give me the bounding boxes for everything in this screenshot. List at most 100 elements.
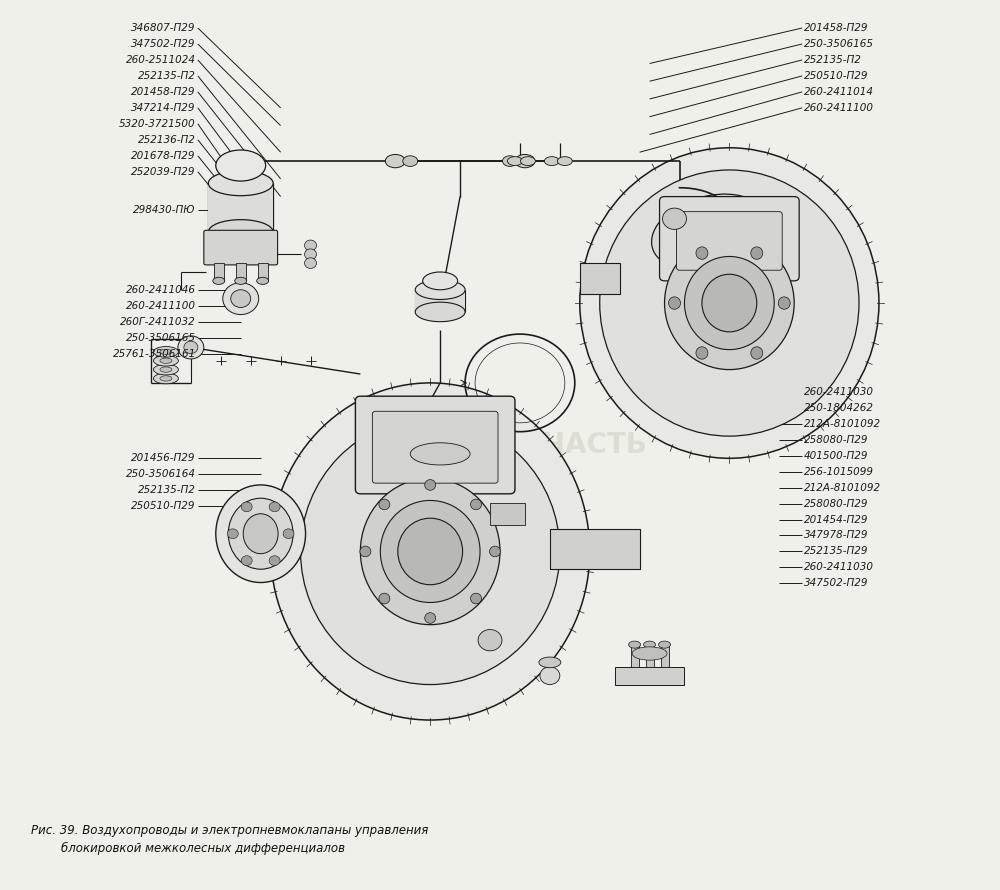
Ellipse shape (403, 156, 418, 166)
Text: 260-2411030: 260-2411030 (804, 562, 874, 572)
FancyBboxPatch shape (355, 396, 515, 494)
Text: 250-1804262: 250-1804262 (804, 403, 874, 413)
Ellipse shape (423, 272, 458, 290)
Bar (214, 263, 224, 281)
Circle shape (540, 667, 560, 684)
Ellipse shape (301, 418, 560, 684)
Text: 347214-П29: 347214-П29 (131, 103, 196, 113)
Text: 252135-П2: 252135-П2 (138, 71, 196, 81)
Ellipse shape (544, 157, 559, 166)
Text: 252135-П2: 252135-П2 (138, 485, 196, 495)
Ellipse shape (153, 346, 178, 357)
Circle shape (178, 336, 204, 359)
Text: 401500-П29: 401500-П29 (804, 450, 869, 461)
Ellipse shape (398, 518, 463, 585)
Ellipse shape (160, 349, 172, 354)
Text: 260-2411046: 260-2411046 (126, 285, 196, 295)
Ellipse shape (696, 347, 708, 360)
Ellipse shape (751, 347, 763, 360)
Circle shape (269, 555, 280, 565)
Circle shape (241, 555, 252, 565)
FancyBboxPatch shape (660, 197, 799, 281)
Text: АЛЬФА-ЗАПЧАСТЬ: АЛЬФА-ЗАПЧАСТЬ (353, 431, 647, 459)
Text: Рис. 39. Воздухопроводы и электропневмоклапаны управления: Рис. 39. Воздухопроводы и электропневмок… (31, 824, 429, 837)
Text: 250-3506164: 250-3506164 (126, 469, 196, 480)
Ellipse shape (415, 280, 465, 300)
Ellipse shape (216, 150, 266, 181)
Text: 346807-П29: 346807-П29 (131, 23, 196, 33)
FancyBboxPatch shape (372, 411, 498, 483)
Ellipse shape (652, 194, 767, 270)
Text: 201458-П29: 201458-П29 (804, 23, 869, 33)
Text: 260-2511024: 260-2511024 (126, 55, 196, 65)
Ellipse shape (490, 546, 500, 557)
Ellipse shape (213, 278, 225, 285)
Ellipse shape (665, 237, 794, 369)
Text: 201456-П29: 201456-П29 (131, 453, 196, 464)
Ellipse shape (360, 546, 371, 557)
Ellipse shape (580, 148, 879, 458)
Ellipse shape (153, 355, 178, 366)
FancyBboxPatch shape (677, 212, 782, 271)
Text: 201458-П29: 201458-П29 (131, 87, 196, 97)
Circle shape (478, 629, 502, 651)
Text: 252136-П2: 252136-П2 (138, 134, 196, 145)
Ellipse shape (520, 157, 535, 166)
Bar (490, 503, 525, 525)
Ellipse shape (539, 657, 561, 668)
Bar (208, 183, 273, 232)
Circle shape (223, 283, 259, 314)
Ellipse shape (243, 514, 278, 554)
Ellipse shape (515, 155, 535, 167)
Circle shape (663, 208, 686, 230)
Ellipse shape (778, 297, 790, 309)
Ellipse shape (600, 170, 859, 436)
Text: 212А-8101092: 212А-8101092 (804, 418, 881, 429)
Text: 250510-П29: 250510-П29 (131, 501, 196, 511)
Ellipse shape (257, 278, 269, 285)
Ellipse shape (385, 155, 405, 167)
Ellipse shape (235, 278, 247, 285)
Text: 252039-П29: 252039-П29 (131, 166, 196, 177)
Text: 258080-П29: 258080-П29 (804, 498, 869, 508)
Ellipse shape (379, 499, 390, 510)
Circle shape (231, 290, 251, 307)
Circle shape (227, 529, 238, 538)
Text: 25761-3506161: 25761-3506161 (113, 349, 196, 359)
Text: 212А-8101092: 212А-8101092 (804, 482, 881, 492)
Circle shape (269, 502, 280, 512)
Bar (258, 263, 268, 281)
Text: 260Г-2411032: 260Г-2411032 (120, 317, 196, 327)
Circle shape (305, 240, 317, 251)
Bar (550, 530, 640, 570)
Circle shape (305, 249, 317, 260)
Ellipse shape (751, 247, 763, 259)
Text: 201454-П29: 201454-П29 (804, 514, 869, 524)
Ellipse shape (216, 485, 306, 583)
Bar (631, 644, 639, 667)
Circle shape (241, 502, 252, 512)
Ellipse shape (629, 641, 641, 648)
Text: 5320-3721500: 5320-3721500 (119, 119, 196, 129)
Text: 250-3506165: 250-3506165 (804, 39, 874, 49)
Ellipse shape (471, 499, 482, 510)
Ellipse shape (208, 171, 273, 196)
Ellipse shape (415, 303, 465, 321)
Text: 252135-П29: 252135-П29 (804, 546, 869, 556)
Ellipse shape (702, 274, 757, 332)
Ellipse shape (153, 364, 178, 375)
Ellipse shape (208, 220, 273, 245)
Circle shape (305, 258, 317, 269)
Text: 298430-ПЮ: 298430-ПЮ (133, 205, 196, 214)
Ellipse shape (410, 443, 470, 465)
Ellipse shape (380, 500, 480, 603)
Text: 260-2411100: 260-2411100 (804, 103, 874, 113)
Text: 260-2411030: 260-2411030 (804, 387, 874, 397)
Text: 250510-П29: 250510-П29 (804, 71, 869, 81)
Text: 201678-П29: 201678-П29 (131, 150, 196, 161)
Ellipse shape (632, 647, 667, 660)
Ellipse shape (160, 367, 172, 372)
Bar (646, 644, 654, 667)
Ellipse shape (557, 157, 572, 166)
Ellipse shape (271, 383, 590, 720)
